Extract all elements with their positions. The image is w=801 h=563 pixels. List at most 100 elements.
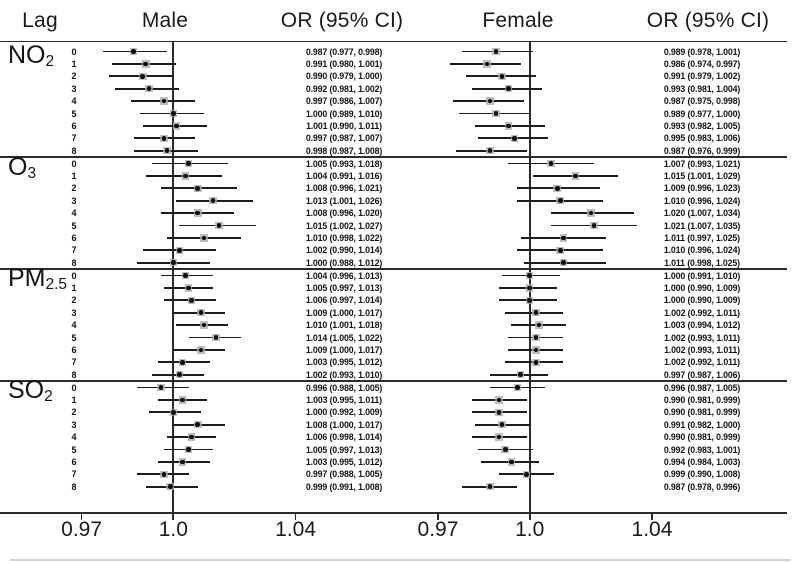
female-or-text: 0.993 (0.981, 1.004): [663, 83, 741, 94]
lag-label: 5: [71, 220, 77, 231]
male-axis-tick-label: 0.97: [61, 518, 103, 541]
male-marker-dot: [201, 322, 207, 328]
female-marker-dot: [487, 148, 493, 153]
female-or-text: 0.990 (0.981, 0.999): [663, 394, 741, 405]
lag-label: 7: [71, 469, 77, 480]
male-marker-dot: [158, 385, 164, 390]
male-or-text: 1.014 (1.005, 1.022): [305, 332, 383, 343]
scan-artifact-bottom: [10, 559, 791, 561]
male-marker-dot: [180, 397, 185, 403]
male-marker-dot: [131, 49, 136, 54]
male-or-text: 1.015 (1.002, 1.027): [305, 220, 383, 231]
male-or-text: 0.987 (0.977, 0.998): [305, 46, 383, 57]
female-marker-dot: [573, 173, 578, 179]
lag-label: 1: [71, 58, 77, 69]
male-marker-dot: [174, 123, 179, 129]
female-marker-dot: [557, 198, 563, 203]
female-or-text: 0.992 (0.983, 1.001): [663, 444, 741, 455]
female-or-text: 1.000 (0.990, 1.009): [663, 295, 741, 306]
male-or-text: 1.004 (0.991, 1.016): [305, 170, 383, 181]
lag-label: 8: [71, 369, 77, 380]
lag-label: 2: [71, 407, 77, 418]
female-or-text: 0.995 (0.983, 1.006): [663, 133, 741, 144]
male-marker-dot: [210, 198, 216, 203]
female-or-text: 0.987 (0.976, 0.999): [663, 145, 741, 156]
section-divider-line: [0, 156, 787, 158]
lag-label: 4: [71, 432, 77, 443]
female-or-text: 0.987 (0.975, 0.998): [663, 96, 741, 107]
female-marker-dot: [533, 347, 539, 353]
column-header-female: Female: [482, 9, 554, 32]
male-marker-dot: [180, 360, 185, 365]
section-label-subscript: 2.5: [45, 275, 68, 293]
lag-label: 7: [71, 357, 77, 368]
male-marker-dot: [146, 86, 152, 91]
lag-label: 7: [71, 245, 77, 256]
column-header-female-or: OR (95% CI): [646, 9, 770, 32]
lag-label: 1: [71, 170, 77, 181]
lag-label: 0: [71, 382, 77, 393]
section-label: SO2: [8, 378, 53, 404]
column-header-lag: Lag: [22, 9, 58, 32]
male-marker-dot: [171, 111, 176, 116]
male-or-text: 1.000 (0.992, 1.009): [305, 407, 383, 418]
female-marker-dot: [493, 49, 499, 54]
male-or-text: 1.000 (0.988, 1.012): [305, 257, 383, 268]
male-marker-dot: [186, 447, 191, 452]
section-label-base: NO: [8, 41, 46, 69]
male-marker-dot: [198, 310, 204, 315]
male-or-text: 1.009 (1.000, 1.017): [305, 344, 383, 355]
column-header-male: Male: [141, 9, 189, 32]
male-marker-dot: [180, 459, 185, 465]
male-axis-tick: [294, 513, 297, 520]
male-or-text: 1.009 (1.000, 1.017): [305, 307, 383, 318]
male-marker-dot: [161, 98, 167, 104]
female-marker-dot: [487, 98, 493, 104]
female-marker-dot: [533, 335, 539, 340]
lag-label: 4: [71, 208, 77, 219]
female-or-text: 1.002 (0.993, 1.011): [664, 332, 740, 343]
female-marker-dot: [548, 161, 554, 166]
male-marker-dot: [140, 74, 146, 79]
male-marker-dot: [171, 410, 176, 415]
male-marker-dot: [186, 161, 191, 166]
female-marker-dot: [487, 484, 493, 489]
female-or-text: 1.020 (1.007, 1.034): [663, 208, 741, 219]
lag-label: 6: [71, 232, 77, 243]
female-marker-dot: [496, 397, 502, 403]
male-or-text: 1.010 (1.001, 1.018): [305, 320, 383, 331]
male-or-text: 1.001 (0.990, 1.011): [306, 120, 382, 131]
male-or-text: 1.003 (0.995, 1.011): [306, 394, 382, 405]
lag-label: 5: [71, 108, 77, 119]
female-or-text: 1.021 (1.007, 1.035): [663, 220, 741, 231]
section-label-subscript: 2: [45, 52, 55, 70]
male-or-text: 0.996 (0.988, 1.005): [305, 382, 383, 393]
female-marker-dot: [506, 86, 511, 91]
male-or-text: 0.990 (0.979, 1.000): [305, 71, 383, 82]
male-marker-dot: [161, 136, 167, 141]
section-label-base: PM: [8, 264, 46, 292]
lag-label: 7: [71, 133, 77, 144]
female-marker-dot: [515, 385, 520, 390]
female-or-text: 0.991 (0.979, 1.002): [663, 71, 741, 82]
male-marker-dot: [189, 298, 194, 303]
male-marker-dot: [186, 285, 191, 291]
female-marker-dot: [527, 285, 532, 291]
female-marker-dot: [533, 360, 539, 365]
female-axis-tick-label: 1.04: [631, 518, 673, 541]
female-marker-dot: [533, 310, 539, 315]
male-marker-dot: [161, 472, 167, 477]
male-axis-tick-label: 1.0: [158, 518, 188, 541]
lag-label: 0: [71, 46, 77, 57]
female-or-text: 0.990 (0.981, 0.999): [663, 407, 741, 418]
female-marker-dot: [509, 459, 514, 465]
female-axis-tick-label: 1.0: [515, 518, 545, 541]
female-or-text: 0.991 (0.982, 1.000): [663, 419, 741, 430]
female-or-text: 0.989 (0.977, 1.000): [663, 108, 741, 119]
male-marker-dot: [195, 210, 201, 216]
male-or-text: 1.006 (0.998, 1.014): [305, 432, 383, 443]
male-or-text: 0.997 (0.988, 1.005): [305, 469, 383, 480]
lag-label: 8: [71, 481, 77, 492]
female-or-text: 1.015 (1.001, 1.029): [663, 170, 741, 181]
section-label: PM2.5: [8, 264, 68, 293]
